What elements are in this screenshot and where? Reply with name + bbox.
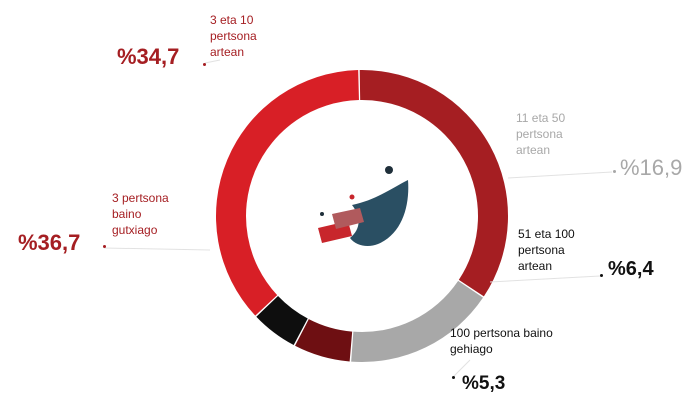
label-line: baino [112, 207, 142, 221]
label-line: artean [210, 45, 245, 59]
leader-line [204, 59, 221, 64]
bullet-under-3 [103, 245, 106, 248]
leader-line [103, 247, 211, 251]
value-label-3-10: %34,7 [117, 44, 180, 69]
label-line: pertsona [210, 29, 257, 43]
leader-line [507, 171, 613, 179]
label-line: 11 eta 50 [516, 111, 566, 125]
label-line: gutxiago [112, 223, 158, 237]
bullet-3-10 [203, 63, 206, 66]
label-line: 100 pertsona baino [450, 326, 553, 340]
bullet-100-plus [452, 376, 455, 379]
label-line: artean [516, 143, 551, 157]
category-label-under-3: 3 pertsona baino gutxiago [112, 190, 169, 238]
category-label-3-10: 3 eta 10 pertsona artean [210, 12, 257, 60]
bullet-51-100 [600, 274, 603, 277]
leader-line [451, 359, 471, 379]
slice-3-10 [359, 70, 509, 297]
label-line: artean [518, 259, 553, 273]
label-line: pertsona [516, 127, 563, 141]
slice-11-50 [351, 280, 484, 363]
bullet-11-50 [613, 170, 616, 173]
value-label-under-3: %36,7 [18, 230, 81, 255]
label-line: 3 pertsona [112, 191, 169, 205]
label-line: gehiago [450, 342, 493, 356]
value-label-51-100: %6,4 [608, 258, 654, 280]
category-label-51-100: 51 eta 100 pertsona artean [518, 226, 575, 274]
value-label-100-plus: %5,3 [462, 373, 506, 394]
category-label-100-plus: 100 pertsona baino gehiago [450, 325, 553, 357]
label-line: pertsona [518, 243, 565, 257]
label-line: 3 eta 10 [210, 13, 254, 27]
slice-51-100 [295, 319, 353, 362]
slice-100-plus [256, 296, 308, 346]
logo-icon [318, 166, 409, 246]
leader-line [489, 275, 601, 283]
slice-under-3 [216, 70, 359, 316]
value-label-11-50: %16,9 [620, 155, 683, 180]
category-label-11-50: 11 eta 50 pertsona artean [516, 110, 565, 158]
label-line: 51 eta 100 [518, 227, 575, 241]
